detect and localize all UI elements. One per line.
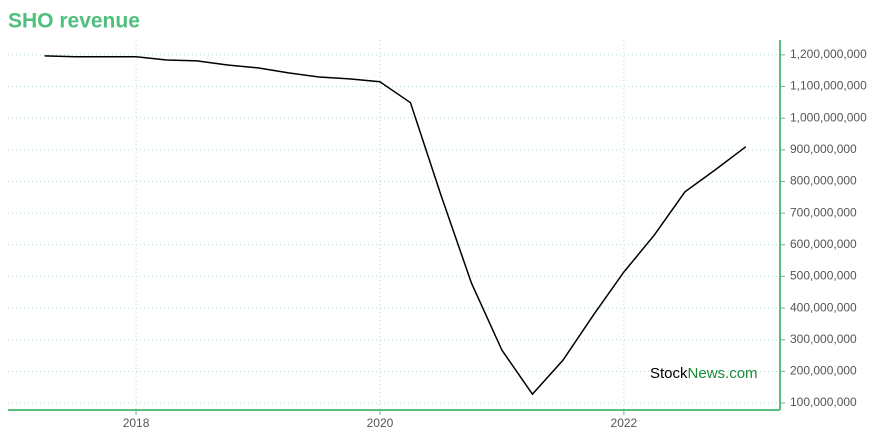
y-tick-label: 1,000,000,000 xyxy=(790,110,867,124)
y-tick-label: 1,200,000,000 xyxy=(790,47,867,61)
x-tick-label: 2020 xyxy=(367,416,394,430)
y-tick-label: 200,000,000 xyxy=(790,364,857,378)
x-tick-label: 2018 xyxy=(123,416,150,430)
chart-title: SHO revenue xyxy=(8,10,140,33)
y-tick-label: 300,000,000 xyxy=(790,332,857,346)
grid xyxy=(8,40,780,410)
y-tick-label: 700,000,000 xyxy=(790,205,857,219)
watermark-part: Stock xyxy=(650,365,688,382)
line xyxy=(44,55,747,396)
y-tick-label: 1,100,000,000 xyxy=(790,79,867,93)
y-tick-label: 600,000,000 xyxy=(790,237,857,251)
y-tick-label: 100,000,000 xyxy=(790,395,857,409)
y-tick-label: 800,000,000 xyxy=(790,174,857,188)
watermark-part: News.com xyxy=(688,365,758,382)
watermark: StockNews.com xyxy=(650,365,758,382)
plot xyxy=(44,55,747,396)
y-tick-label: 500,000,000 xyxy=(790,269,857,283)
x-tick-label: 2022 xyxy=(611,416,638,430)
y-tick-label: 900,000,000 xyxy=(790,142,857,156)
y-tick-label: 400,000,000 xyxy=(790,300,857,314)
